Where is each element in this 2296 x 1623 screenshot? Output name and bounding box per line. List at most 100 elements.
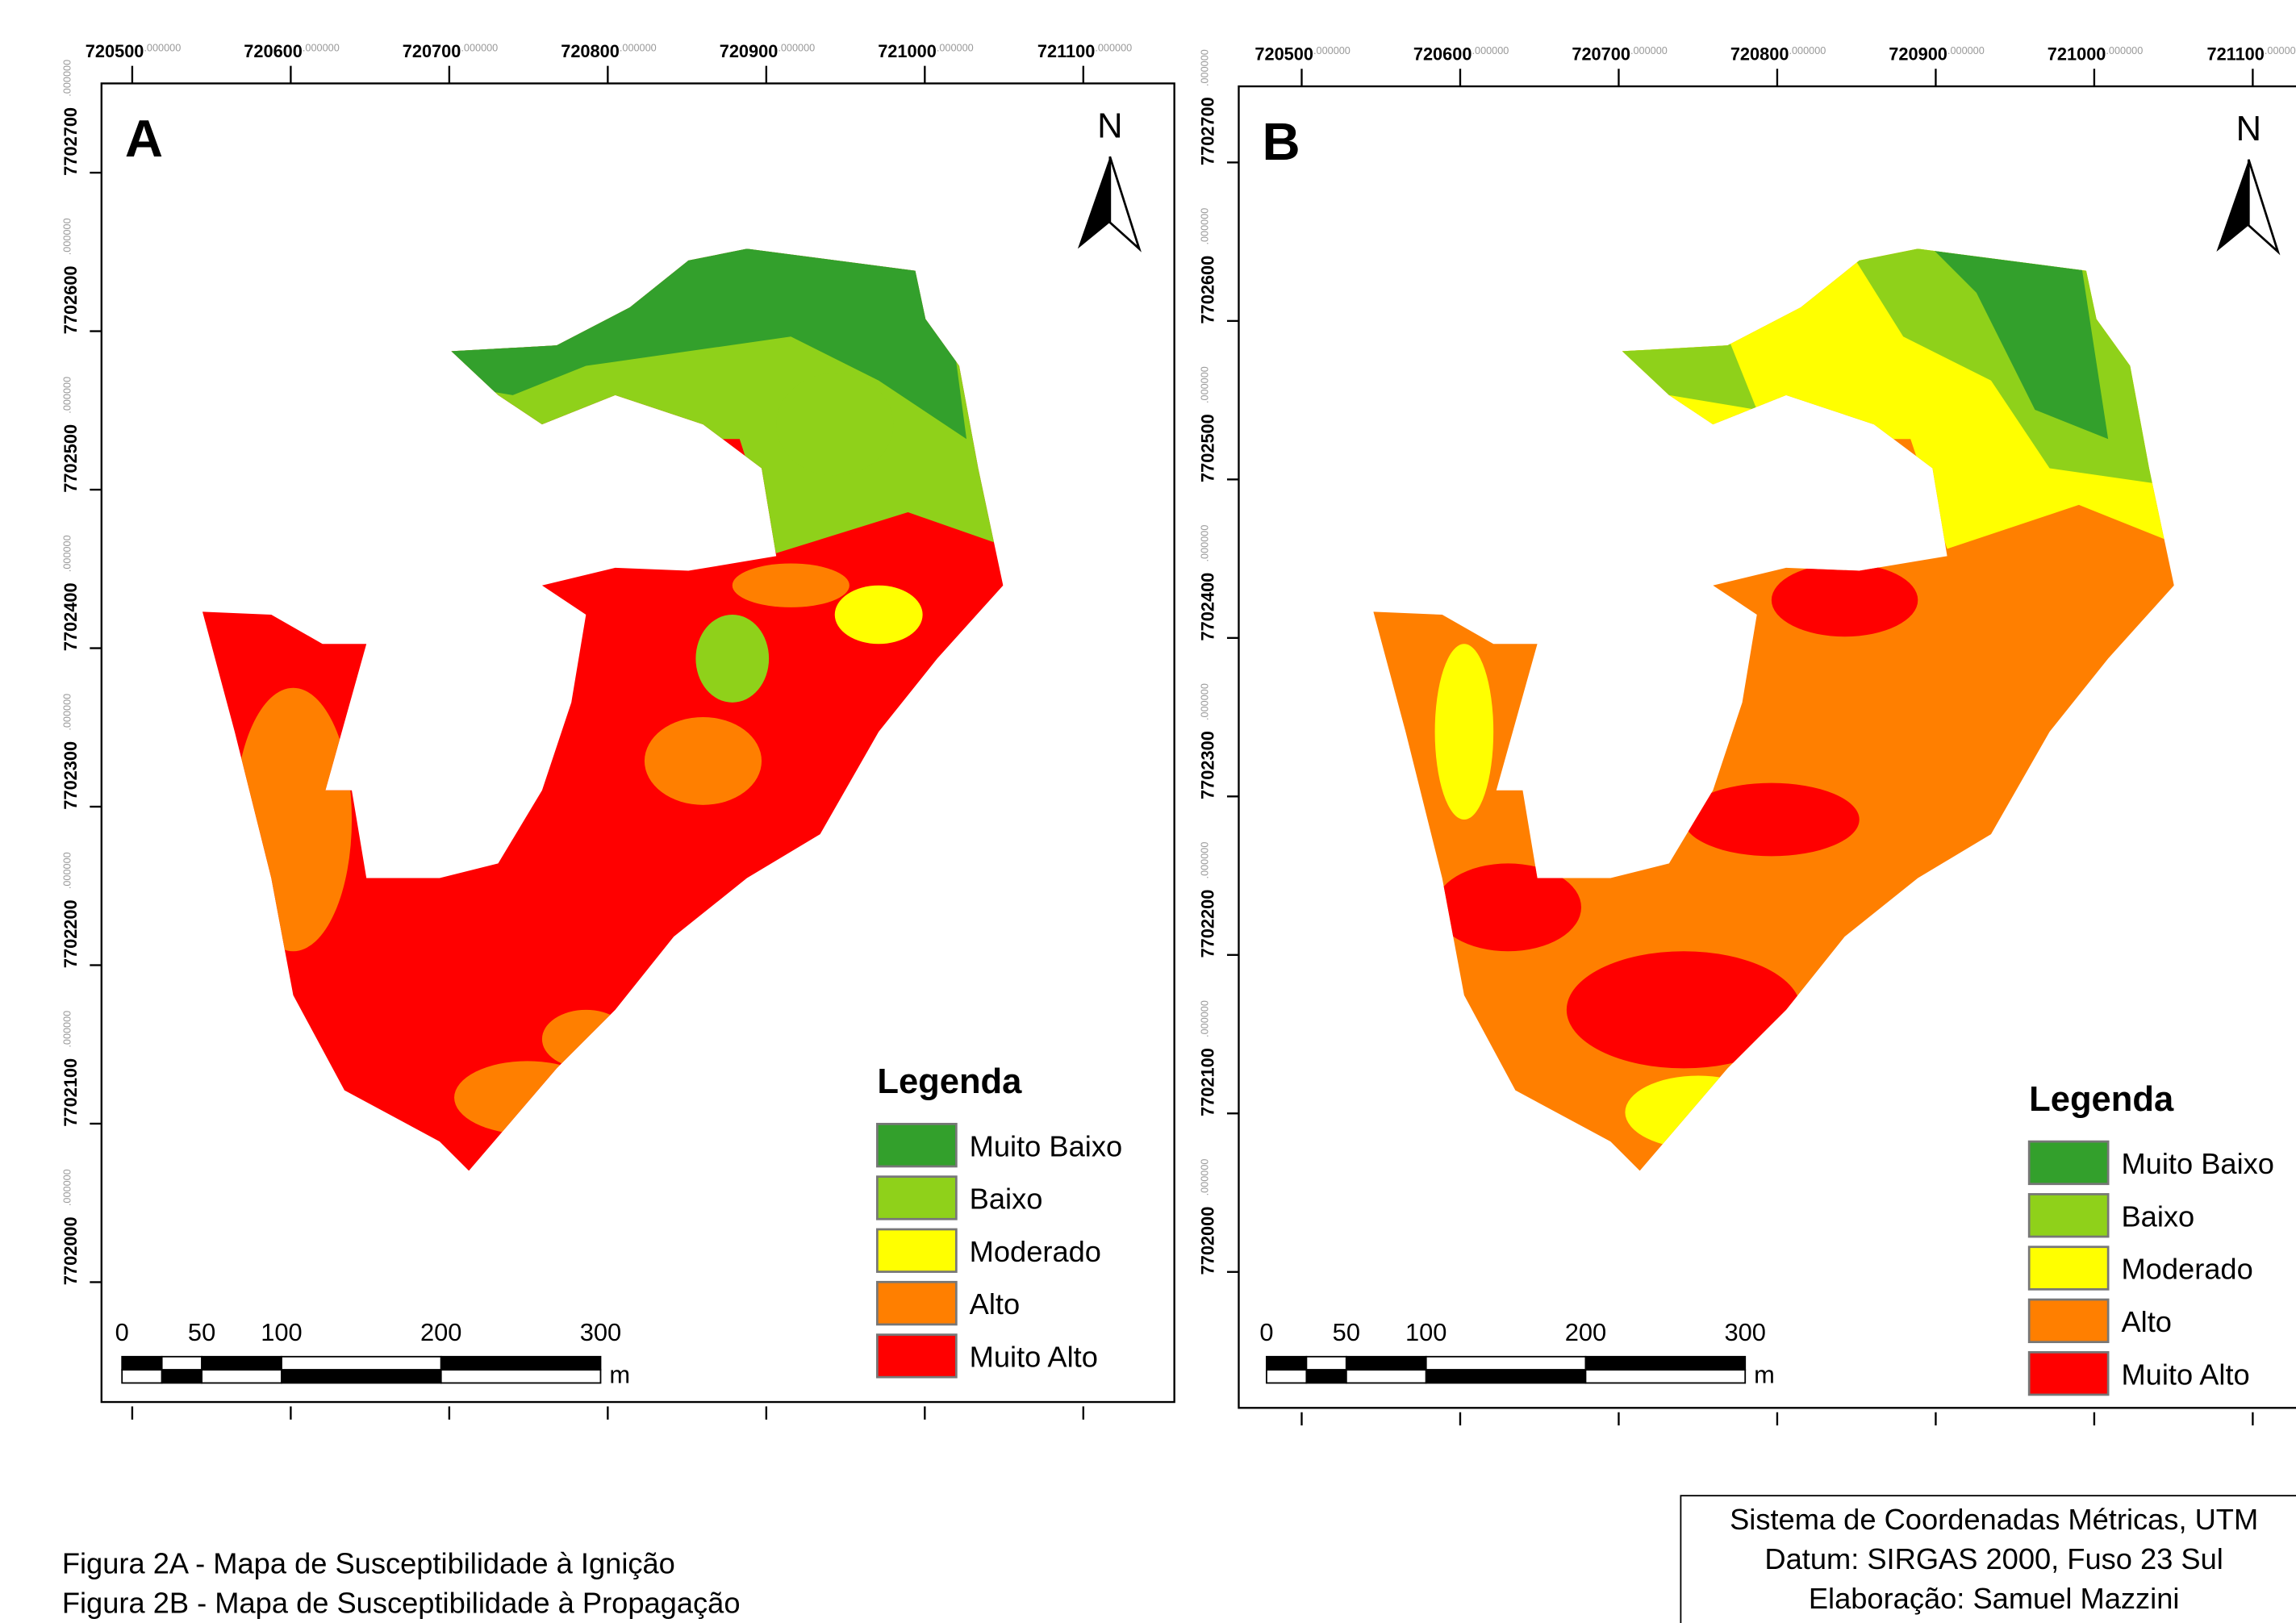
y-coordinate-label: 7702500 bbox=[61, 424, 81, 493]
legend-title: Legenda bbox=[2029, 1080, 2174, 1119]
y-coordinate-label: 7702300 bbox=[61, 741, 81, 810]
north-arrow bbox=[2216, 159, 2249, 252]
coordinate-decimals: .000000 bbox=[62, 535, 73, 572]
coordinate-decimals: .000000 bbox=[62, 218, 73, 255]
figure-caption: Figura 2A - Mapa de Susceptibilidade à I… bbox=[62, 1546, 675, 1579]
legend-swatch bbox=[2027, 1193, 2110, 1238]
scale-label: 200 bbox=[1565, 1318, 1606, 1346]
x-coordinate-label: 721000 bbox=[2048, 44, 2106, 64]
scale-segment bbox=[281, 1369, 442, 1384]
info-line: Datum: SIRGAS 2000, Fuso 23 Sul bbox=[1764, 1542, 2223, 1575]
y-coordinate-label: 7702400 bbox=[1198, 573, 1218, 641]
coordinate-decimals: .000000 bbox=[778, 42, 815, 53]
y-coordinate-label: 7702700 bbox=[61, 107, 81, 176]
coordinate-decimals: .000000 bbox=[620, 42, 657, 53]
scale-segment bbox=[1266, 1369, 1308, 1384]
north-arrow bbox=[1077, 156, 1110, 249]
scale-label: 50 bbox=[1333, 1318, 1360, 1346]
x-coordinate-label: 720800 bbox=[561, 41, 620, 61]
panel-letter: B bbox=[1263, 112, 1300, 171]
north-arrow bbox=[1108, 156, 1142, 252]
scale-segment bbox=[1584, 1369, 1747, 1384]
coordinate-decimals: .000000 bbox=[1095, 42, 1132, 53]
coordinate-decimals: .000000 bbox=[62, 852, 73, 889]
y-coordinate-label: 7702700 bbox=[1198, 97, 1218, 165]
map-frame bbox=[1238, 85, 2296, 1409]
scale-segment bbox=[1584, 1355, 1747, 1371]
coordinate-decimals: .000000 bbox=[62, 694, 73, 731]
coordinate-decimals: .000000 bbox=[62, 1169, 73, 1206]
scale-segment bbox=[121, 1355, 163, 1371]
y-coordinate-label: 7702500 bbox=[1198, 414, 1218, 482]
north-label: N bbox=[2236, 110, 2261, 148]
y-coordinate-label: 7702100 bbox=[1198, 1048, 1218, 1116]
x-coordinate-label: 721100 bbox=[1037, 41, 1095, 61]
scale-label: 300 bbox=[1724, 1318, 1765, 1346]
scale-unit: m bbox=[609, 1360, 630, 1388]
y-coordinate-label: 7702600 bbox=[1198, 256, 1218, 324]
legend-label: Muito Baixo bbox=[970, 1129, 1122, 1162]
legend-label: Muito Alto bbox=[970, 1341, 1098, 1374]
x-coordinate-label: 720900 bbox=[1889, 44, 1947, 64]
y-coordinate-label: 7702000 bbox=[61, 1216, 81, 1285]
y-coordinate-label: 7702600 bbox=[61, 265, 81, 334]
legend-swatch bbox=[876, 1280, 958, 1326]
map-frame bbox=[100, 82, 1175, 1404]
scale-segment bbox=[161, 1355, 202, 1371]
info-line: Sistema de Coordenadas Métricas, UTM bbox=[1730, 1503, 2258, 1536]
map-area-b bbox=[1373, 248, 2174, 1171]
y-coordinate-label: 7702400 bbox=[61, 582, 81, 651]
scale-segment bbox=[1425, 1355, 1587, 1371]
scale-segment bbox=[1305, 1369, 1347, 1384]
scale-label: 300 bbox=[580, 1318, 621, 1346]
scale-segment bbox=[1305, 1355, 1347, 1371]
scale-segment bbox=[201, 1369, 282, 1384]
coordinate-decimals: .000000 bbox=[937, 42, 974, 53]
scale-label: 200 bbox=[420, 1318, 461, 1346]
coordinate-decimals: .000000 bbox=[1199, 49, 1210, 86]
legend-swatch bbox=[876, 1228, 958, 1273]
y-coordinate-label: 7702200 bbox=[61, 899, 81, 968]
coordinate-decimals: .000000 bbox=[1472, 45, 1509, 56]
scale-segment bbox=[281, 1355, 442, 1371]
coordinate-decimals: .000000 bbox=[1630, 45, 1668, 56]
scale-unit: m bbox=[1754, 1360, 1775, 1388]
x-coordinate-label: 720500 bbox=[1254, 44, 1313, 64]
coordinate-decimals: .000000 bbox=[1199, 525, 1210, 562]
scale-segment bbox=[1345, 1355, 1427, 1371]
coordinate-decimals: .000000 bbox=[1313, 45, 1350, 56]
x-coordinate-label: 720900 bbox=[720, 41, 779, 61]
x-coordinate-label: 721000 bbox=[878, 41, 937, 61]
coordinate-decimals: .000000 bbox=[1199, 366, 1210, 403]
scale-segment bbox=[1266, 1355, 1308, 1371]
y-coordinate-label: 7702200 bbox=[1198, 890, 1218, 958]
panel-letter: A bbox=[125, 109, 163, 168]
scale-segment bbox=[1425, 1369, 1587, 1384]
y-coordinate-label: 7702100 bbox=[61, 1058, 81, 1127]
north-label: N bbox=[1097, 107, 1122, 146]
legend-swatch bbox=[876, 1175, 958, 1220]
coordinate-decimals: .000000 bbox=[1199, 1159, 1210, 1196]
y-coordinate-label: 7702300 bbox=[1198, 731, 1218, 799]
legend-label: Alto bbox=[970, 1287, 1021, 1321]
legend-swatch bbox=[876, 1122, 958, 1168]
north-arrow bbox=[2247, 159, 2281, 256]
coordinate-decimals: .000000 bbox=[2106, 45, 2143, 56]
scale-segment bbox=[201, 1355, 282, 1371]
coordinate-decimals: .000000 bbox=[144, 42, 181, 53]
legend-label: Moderado bbox=[970, 1235, 1101, 1268]
scale-label: 50 bbox=[188, 1318, 215, 1346]
info-line: Elaboração: Samuel Mazzini bbox=[1809, 1582, 2180, 1615]
scale-segment bbox=[440, 1355, 602, 1371]
x-coordinate-label: 720700 bbox=[1572, 44, 1630, 64]
x-coordinate-label: 720700 bbox=[403, 41, 461, 61]
x-coordinate-label: 720800 bbox=[1730, 44, 1789, 64]
legend-label: Moderado bbox=[2121, 1253, 2252, 1286]
figure-caption: Figura 2B - Mapa de Susceptibilidade à P… bbox=[62, 1586, 741, 1619]
scale-segment bbox=[121, 1369, 163, 1384]
x-coordinate-label: 720600 bbox=[1413, 44, 1472, 64]
coordinate-decimals: .000000 bbox=[303, 42, 340, 53]
legend-label: Muito Alto bbox=[2121, 1358, 2249, 1391]
coordinate-decimals: .000000 bbox=[461, 42, 498, 53]
legend-swatch bbox=[2027, 1351, 2110, 1396]
